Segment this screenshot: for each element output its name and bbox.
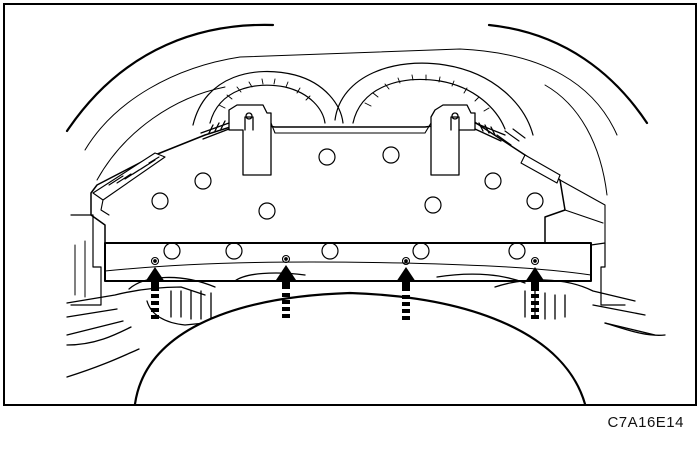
bolt-arrows: [145, 265, 545, 320]
left-vent: [92, 152, 166, 216]
right-mounting-bracket: [430, 104, 506, 176]
right-vent: [496, 128, 606, 244]
left-gauge-outline: [192, 70, 344, 126]
gauge-cluster: [192, 62, 534, 136]
left-mounting-bracket: [200, 104, 272, 176]
illustration-panel: [3, 3, 697, 406]
dash-inner-contour: [84, 48, 618, 151]
instrument-panel-illustration: [65, 23, 666, 404]
bolt-arrow-3: [396, 267, 416, 320]
bolt-arrow-2: [276, 265, 296, 318]
bolt-arrow-4: [525, 267, 545, 319]
dash-top-arc: [65, 23, 275, 133]
left-side-panel: [70, 214, 102, 306]
housing-holes: [151, 146, 544, 220]
bolt-arrow-1: [145, 267, 165, 319]
dash-right-contour: [544, 84, 608, 196]
trim-panel-tabs: [163, 242, 526, 260]
dash-inner-contour-2: [96, 86, 226, 181]
cluster-housing: [90, 120, 566, 244]
right-gauge-outline: [334, 62, 534, 136]
dash-top-arc-right: [487, 23, 649, 125]
right-side-panel: [590, 242, 626, 306]
figure-code: C7A16E14: [607, 414, 684, 431]
steering-column: [66, 272, 656, 336]
steering-wheel-rim: [133, 291, 587, 404]
trim-panel-bolts: [150, 254, 540, 266]
